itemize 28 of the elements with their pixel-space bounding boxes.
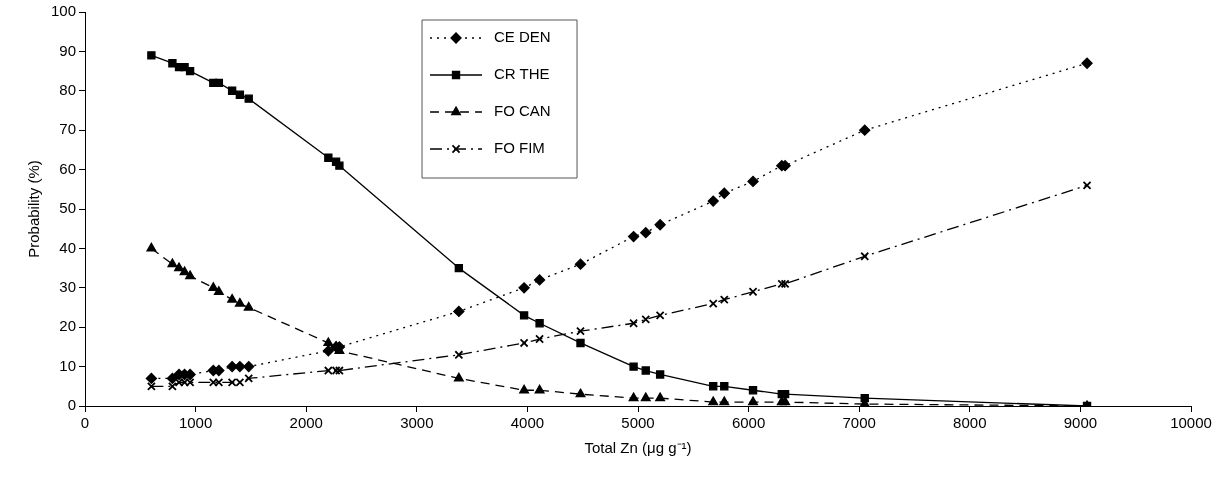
x-tick-label: 9000 (1063, 414, 1098, 432)
y-tick-label: 40 (59, 238, 77, 256)
x-tick-label: 10000 (1170, 414, 1212, 432)
x-tick-label: 8000 (953, 414, 987, 432)
y-tick-label: 20 (59, 317, 77, 335)
x-tick-label: 4000 (510, 414, 545, 432)
y-tick-label: 70 (59, 120, 77, 138)
y-axis-title: Probability (%) (25, 160, 43, 258)
y-tick-label: 30 (59, 277, 77, 295)
x-tick-label: 3000 (400, 414, 434, 432)
y-tick-label: 80 (59, 80, 77, 98)
x-tick-label: 1000 (178, 414, 213, 432)
legend-label: CE DEN (494, 28, 551, 46)
y-tick-label: 90 (59, 41, 77, 59)
x-tick-label: 6000 (731, 414, 766, 432)
legend-label: FO FIM (494, 139, 545, 157)
y-tick-label: 100 (51, 2, 77, 20)
x-tick-label: 7000 (842, 414, 876, 432)
y-tick-label: 10 (59, 356, 77, 374)
x-tick-label: 0 (80, 414, 90, 432)
x-axis-title: Total Zn (μg g⁻¹) (584, 439, 692, 457)
legend-label: FO CAN (494, 102, 551, 120)
legend-label: CR THE (494, 65, 550, 83)
y-tick-label: 0 (67, 396, 77, 414)
y-tick-label: 60 (59, 159, 77, 177)
x-tick-label: 5000 (621, 414, 655, 432)
x-tick-label: 2000 (289, 414, 323, 432)
y-tick-label: 50 (59, 199, 77, 217)
